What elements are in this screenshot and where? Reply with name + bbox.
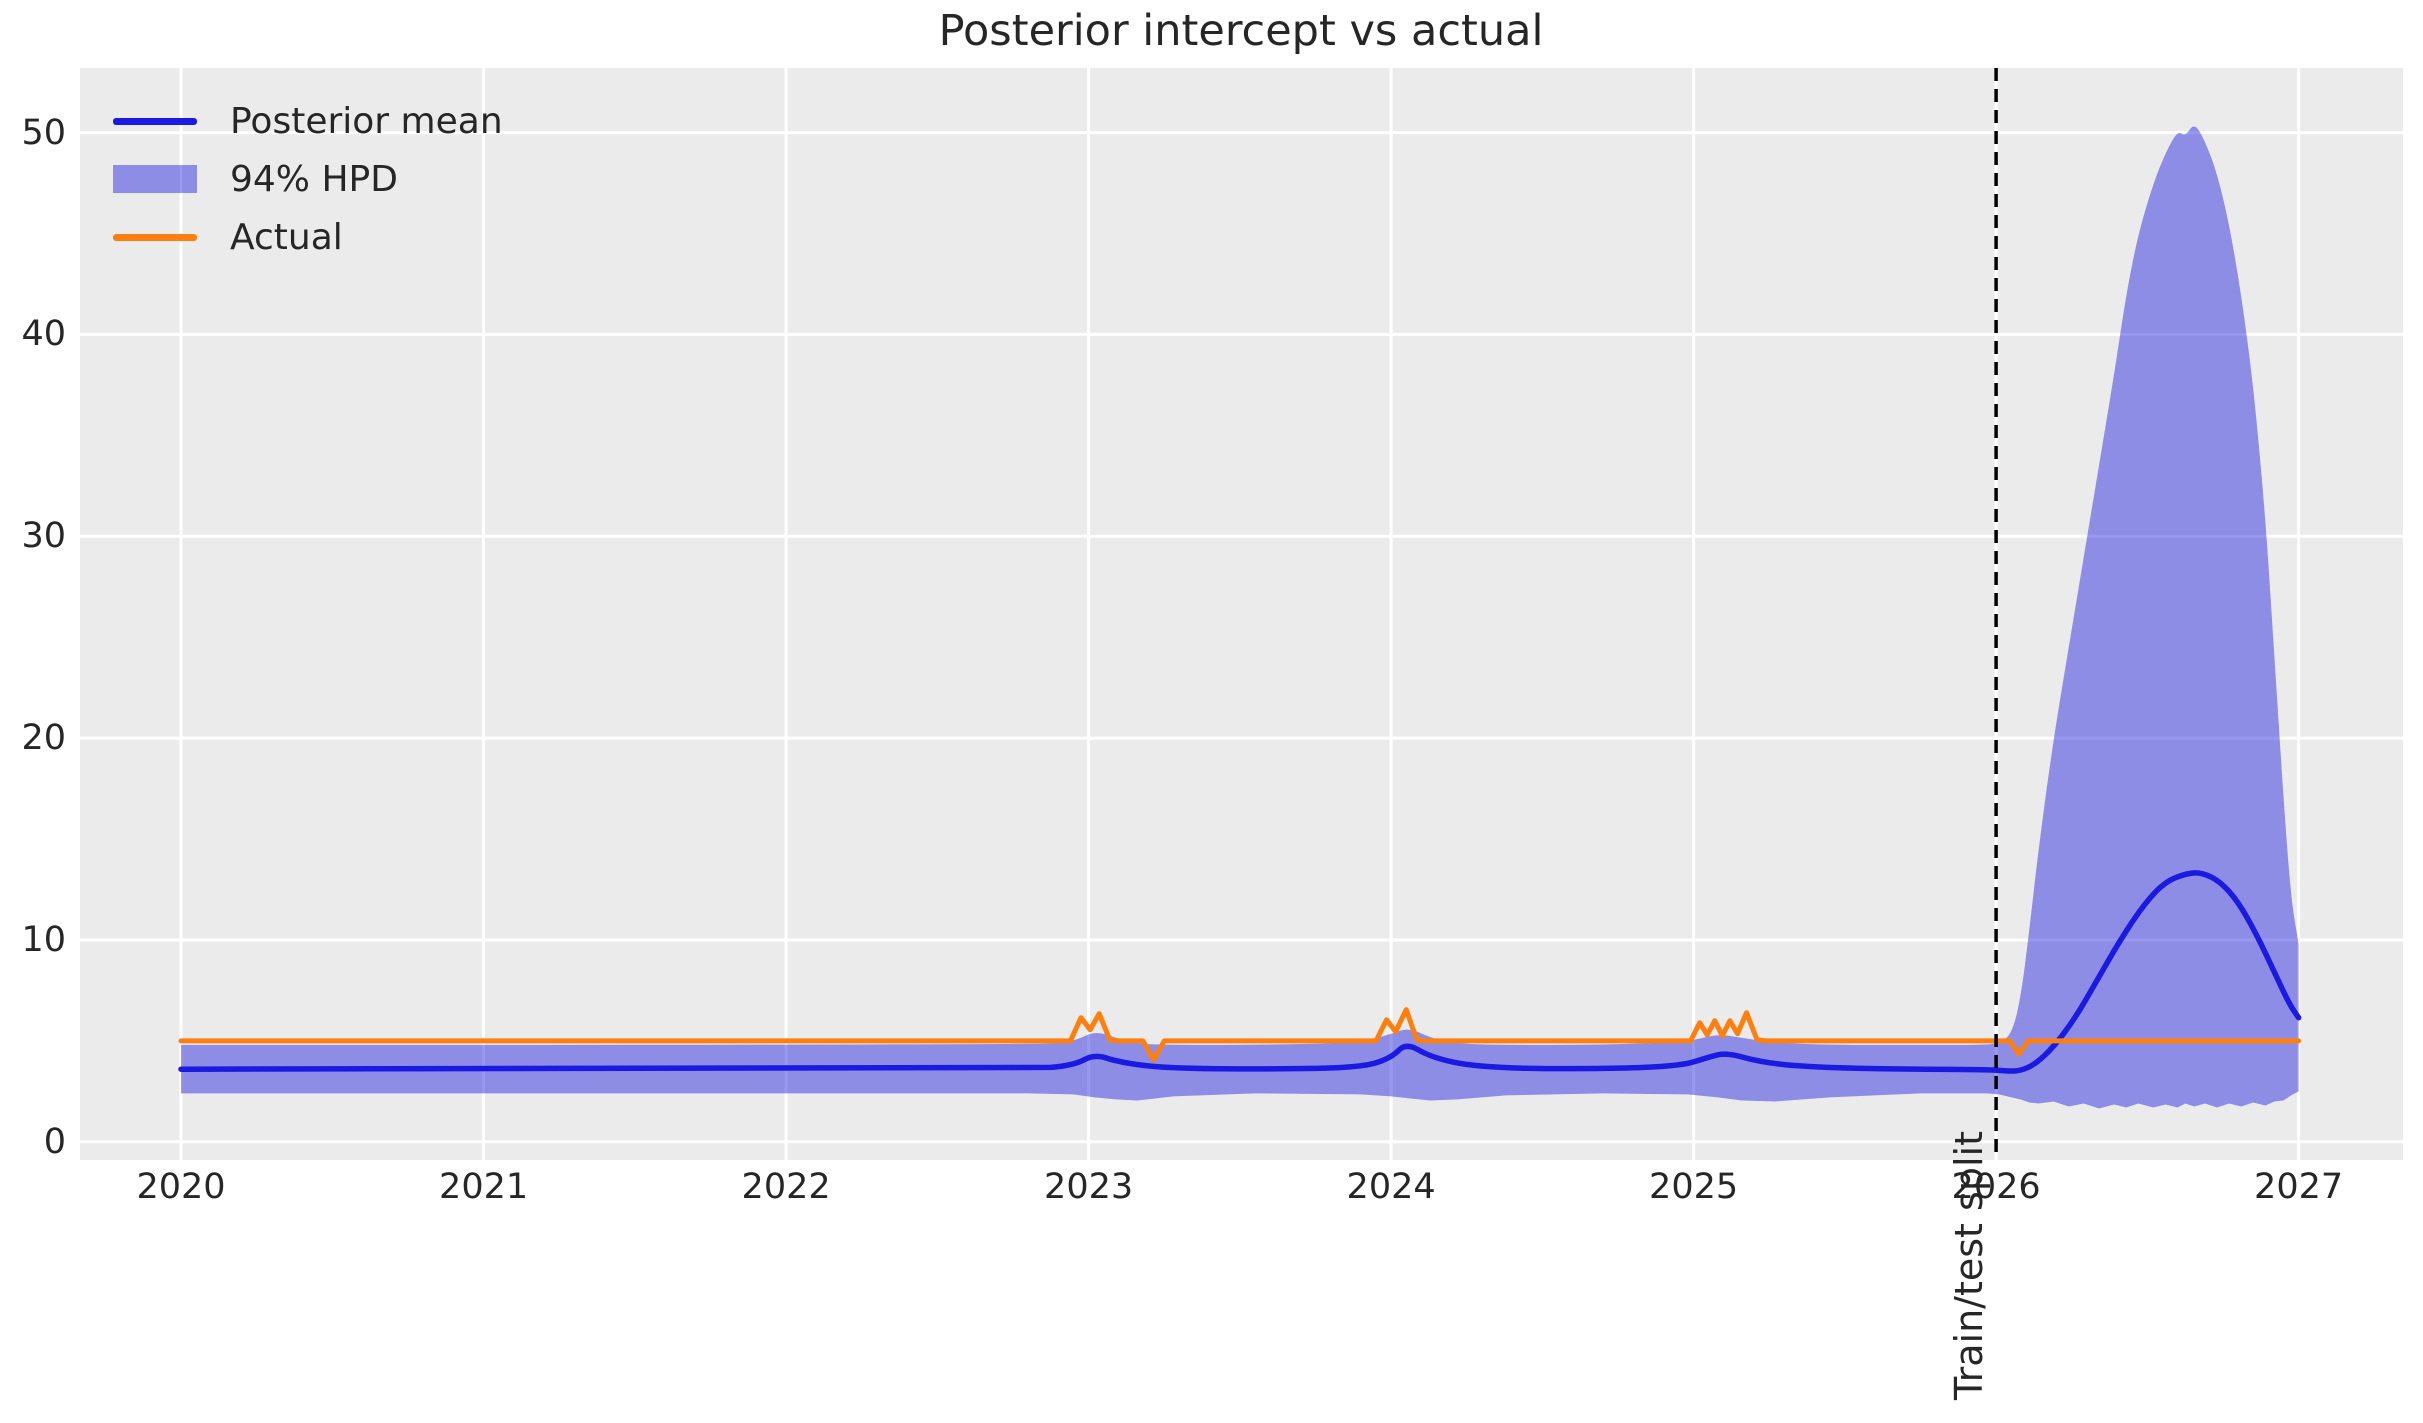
x-tick-label: 2025	[1649, 1167, 1739, 1207]
legend-item-actual: Actual	[113, 208, 503, 266]
x-tick-label: 2022	[741, 1167, 831, 1207]
y-tick-label: 10	[21, 920, 66, 960]
x-tick-label: 2027	[2254, 1167, 2344, 1207]
x-tick-label: 2023	[1044, 1167, 1134, 1207]
legend-item-hpd: 94% HPD	[113, 150, 503, 208]
x-tick-label: 2021	[439, 1167, 529, 1207]
legend: Posterior mean 94% HPD Actual	[113, 92, 503, 266]
hpd-band-area	[181, 126, 2299, 1109]
y-tick-label: 50	[21, 112, 66, 153]
y-tick-label: 40	[21, 314, 66, 355]
posterior-mean-line	[178, 870, 2302, 1074]
plot-background	[80, 68, 2403, 1160]
legend-label-posterior-mean: Posterior mean	[230, 100, 503, 142]
legend-item-posterior-mean: Posterior mean	[113, 92, 503, 150]
legend-label-actual: Actual	[230, 216, 343, 258]
hpd-legend-patch-swatch	[113, 165, 197, 193]
chart-title: Posterior intercept vs actual	[938, 6, 1544, 56]
legend-label-hpd: 94% HPD	[230, 158, 398, 200]
x-tick-label: 2020	[136, 1167, 226, 1207]
y-tick-label: 0	[43, 1121, 66, 1162]
y-tick-label: 30	[21, 516, 66, 557]
x-tick-label: 2026	[1951, 1167, 2041, 1207]
actual-line	[178, 1007, 2302, 1063]
actual-legend-line-swatch	[113, 233, 197, 241]
y-tick-label: 20	[21, 718, 66, 759]
posterior-mean-legend-line-swatch	[113, 117, 197, 125]
x-tick-label: 2024	[1346, 1167, 1436, 1207]
